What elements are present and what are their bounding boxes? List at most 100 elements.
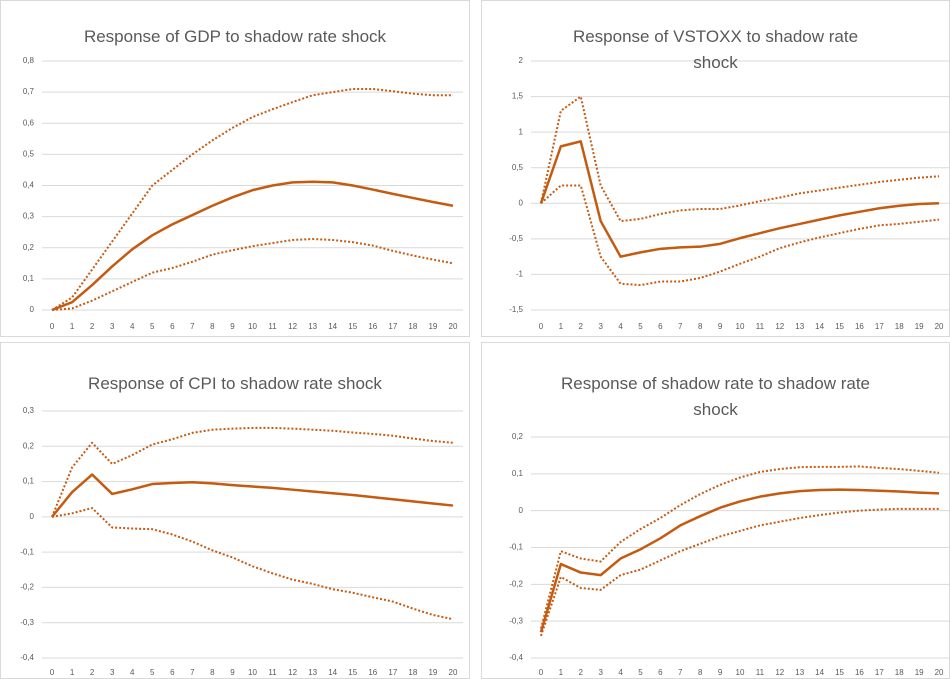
x-tick-label: 20: [935, 322, 944, 331]
x-tick-label: 13: [795, 668, 804, 677]
y-tick-label: -0,4: [20, 653, 34, 662]
x-tick-label: 7: [678, 668, 683, 677]
y-tick-label: 0: [30, 305, 35, 314]
y-tick-label: 0,2: [512, 432, 524, 441]
x-tick-label: 11: [756, 668, 765, 677]
y-tick-label: -0,1: [20, 547, 34, 556]
x-tick-label: 4: [130, 668, 135, 677]
x-tick-label: 1: [559, 322, 564, 331]
chart-title: Response of GDP to shadow rate shock: [83, 27, 387, 46]
panel-border: [0, 0, 470, 337]
x-tick-label: 13: [308, 322, 317, 331]
y-tick-label: 0,1: [23, 274, 35, 283]
x-tick-label: 7: [190, 322, 195, 331]
x-tick-label: 17: [875, 322, 884, 331]
band-line: [51, 238, 454, 311]
x-tick-label: 2: [579, 668, 584, 677]
x-tick-label: 3: [110, 322, 115, 331]
y-tick-label: -0,5: [509, 234, 523, 243]
x-tick-label: 4: [618, 322, 623, 331]
x-tick-label: 15: [835, 668, 844, 677]
x-tick-label: 8: [698, 322, 703, 331]
x-tick-label: 11: [756, 322, 765, 331]
x-tick-label: 5: [638, 668, 643, 677]
x-tick-label: 9: [718, 322, 723, 331]
y-tick-label: 1: [519, 127, 524, 136]
x-tick-label: 0: [539, 322, 544, 331]
x-tick-label: 4: [130, 322, 135, 331]
band-line: [51, 88, 453, 311]
x-tick-label: 11: [268, 322, 277, 331]
x-tick-label: 13: [308, 668, 317, 677]
x-tick-label: 11: [268, 668, 277, 677]
x-tick-label: 19: [915, 668, 924, 677]
band-line: [539, 95, 940, 223]
x-tick-label: 6: [170, 668, 175, 677]
x-tick-label: 3: [598, 322, 603, 331]
response-line: [539, 140, 940, 258]
y-tick-label: 0,6: [23, 118, 35, 127]
x-tick-label: 20: [449, 668, 458, 677]
y-tick-label: 0,2: [23, 441, 35, 450]
x-tick-label: 18: [895, 322, 904, 331]
x-tick-label: 14: [328, 668, 337, 677]
y-tick-label: -0,3: [509, 616, 523, 625]
x-tick-label: 5: [150, 668, 155, 677]
y-tick-label: -0,2: [509, 579, 523, 588]
chart-title: Response of shadow rate to shadow rate s…: [560, 374, 871, 419]
x-tick-label: 16: [368, 668, 377, 677]
x-tick-label: 1: [559, 668, 564, 677]
response-line: [539, 488, 940, 633]
y-tick-label: 0,3: [23, 212, 35, 221]
x-tick-label: 15: [348, 322, 357, 331]
x-tick-label: 7: [678, 322, 683, 331]
x-tick-label: 16: [855, 668, 864, 677]
band-line: [540, 507, 940, 637]
y-tick-label: 0,5: [512, 163, 524, 172]
y-tick-label: 2: [519, 56, 524, 65]
band-line: [51, 507, 454, 621]
y-tick-label: -1,5: [509, 305, 523, 314]
x-tick-label: 9: [718, 668, 723, 677]
x-tick-label: 10: [248, 668, 257, 677]
x-tick-label: 7: [190, 668, 195, 677]
response-line: [51, 180, 454, 312]
x-tick-label: 15: [348, 668, 357, 677]
x-tick-label: 18: [408, 668, 417, 677]
y-tick-label: 0,2: [23, 243, 35, 252]
x-tick-label: 5: [638, 322, 643, 331]
x-tick-label: 10: [736, 322, 745, 331]
y-tick-label: 0: [519, 506, 524, 515]
x-tick-label: 17: [388, 668, 397, 677]
x-tick-label: 14: [815, 668, 824, 677]
x-tick-label: 6: [170, 322, 175, 331]
response-line: [51, 473, 454, 518]
y-tick-label: 0,1: [23, 477, 35, 486]
y-tick-label: 0,4: [23, 181, 35, 190]
y-tick-label: 0,8: [23, 56, 35, 65]
chart-title: Response of CPI to shadow rate shock: [88, 374, 382, 393]
band-line: [51, 426, 454, 518]
x-tick-label: 13: [795, 322, 804, 331]
x-tick-label: 9: [230, 668, 235, 677]
y-tick-label: -0,4: [509, 653, 523, 662]
y-tick-label: -1: [516, 270, 524, 279]
x-tick-label: 12: [288, 668, 297, 677]
x-tick-label: 9: [230, 322, 235, 331]
y-tick-label: -0,1: [509, 543, 523, 552]
x-tick-label: 16: [368, 322, 377, 331]
x-tick-label: 8: [210, 322, 215, 331]
y-tick-label: 0,7: [23, 87, 35, 96]
x-tick-label: 10: [248, 322, 257, 331]
x-tick-label: 20: [935, 668, 944, 677]
y-tick-label: -0,2: [20, 583, 34, 592]
y-tick-label: 0,1: [512, 469, 524, 478]
x-tick-label: 1: [70, 322, 75, 331]
x-tick-label: 17: [388, 322, 397, 331]
y-tick-label: 0: [519, 198, 524, 207]
x-tick-label: 1: [70, 668, 75, 677]
x-tick-label: 2: [90, 322, 95, 331]
x-tick-label: 8: [210, 668, 215, 677]
